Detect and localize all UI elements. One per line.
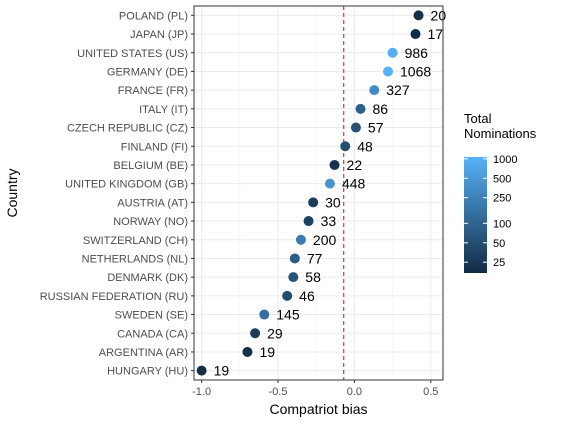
- point-label: 327: [386, 82, 410, 98]
- legend-break-label: 1000: [493, 154, 517, 166]
- point-label: 986: [405, 45, 429, 61]
- y-tick-label: AUSTRIA (AT): [117, 197, 188, 209]
- y-tick-label: BELGIUM (BE): [113, 160, 188, 172]
- y-tick-label: HUNGARY (HU): [107, 366, 188, 378]
- point-label: 86: [373, 101, 389, 117]
- data-point: [296, 235, 306, 245]
- data-point: [290, 253, 300, 263]
- x-tick-label: -1.0: [192, 386, 211, 398]
- y-tick-label: SWITZERLAND (CH): [83, 235, 188, 247]
- legend-colorbar: [464, 157, 487, 273]
- point-label: 57: [368, 120, 384, 136]
- point-label: 30: [325, 194, 341, 210]
- data-point: [250, 328, 260, 338]
- y-tick-label: CZECH REPUBLIC (CZ): [67, 123, 188, 135]
- x-tick-label: -0.5: [269, 386, 288, 398]
- data-point: [197, 366, 207, 376]
- data-point: [356, 104, 366, 114]
- data-point: [330, 160, 340, 170]
- point-label: 77: [307, 250, 323, 266]
- y-tick-label: POLAND (PL): [119, 10, 188, 22]
- point-label: 19: [214, 363, 230, 379]
- legend-break-label: 50: [493, 238, 505, 250]
- y-tick-label: NORWAY (NO): [113, 216, 188, 228]
- data-point: [411, 29, 421, 39]
- legend-title-line-2: Nominations: [464, 126, 537, 141]
- legend-break-label: 500: [493, 173, 511, 185]
- x-tick-label: 0.0: [347, 386, 362, 398]
- y-tick-label: FINLAND (FI): [121, 141, 188, 153]
- point-label: 48: [357, 138, 373, 154]
- data-point: [308, 197, 318, 207]
- data-point: [325, 179, 335, 189]
- point-label: 145: [276, 307, 300, 323]
- data-point: [242, 347, 252, 357]
- data-point: [259, 310, 269, 320]
- y-tick-label: UNITED STATES (US): [77, 48, 188, 60]
- x-tick-label: 0.5: [423, 386, 438, 398]
- point-label: 200: [313, 232, 337, 248]
- legend-break-label: 250: [493, 193, 511, 205]
- y-tick-label: NETHERLANDS (NL): [82, 253, 188, 265]
- data-point: [304, 216, 314, 226]
- point-label: 22: [347, 157, 363, 173]
- y-tick-label: JAPAN (JP): [130, 29, 188, 41]
- y-tick-label: FRANCE (FR): [118, 85, 188, 97]
- y-tick-label: CANADA (CA): [117, 328, 188, 340]
- point-label: 58: [305, 269, 321, 285]
- point-label: 46: [299, 288, 315, 304]
- data-point: [388, 48, 398, 58]
- point-label: 448: [342, 176, 366, 192]
- x-axis: -1.0 -0.5 0.0 0.5: [192, 380, 438, 398]
- data-point: [340, 141, 350, 151]
- color-legend: Total Nominations 1000 500 250 100 50 25: [464, 111, 537, 273]
- plot-panel: [194, 6, 443, 380]
- y-tick-label: DENMARK (DK): [107, 272, 188, 284]
- point-label: 29: [267, 325, 283, 341]
- data-point: [369, 85, 379, 95]
- data-point: [383, 66, 393, 76]
- y-tick-label: ARGENTINA (AR): [99, 347, 188, 359]
- point-label: 20: [431, 7, 447, 23]
- data-point: [414, 10, 424, 20]
- data-point: [282, 291, 292, 301]
- x-axis-title: Compatriot bias: [269, 401, 367, 417]
- y-tick-label: RUSSIAN FEDERATION (RU): [40, 291, 188, 303]
- point-label: 1068: [400, 63, 431, 79]
- data-point: [288, 272, 298, 282]
- data-point: [351, 123, 361, 133]
- point-label: 19: [259, 344, 275, 360]
- point-label: 17: [428, 26, 444, 42]
- y-tick-label: ITALY (IT): [139, 104, 188, 116]
- legend-title-line-1: Total: [464, 111, 492, 126]
- point-label: 33: [321, 213, 337, 229]
- legend-break-label: 100: [493, 218, 511, 230]
- y-axis: POLAND (PL) JAPAN (JP) UNITED STATES (US) G…: [40, 10, 194, 377]
- y-axis-title: Country: [4, 168, 20, 217]
- legend-break-label: 25: [493, 257, 505, 269]
- y-tick-label: GERMANY (DE): [107, 66, 188, 78]
- y-tick-label: UNITED KINGDOM (GB): [65, 179, 188, 191]
- y-tick-label: SWEDEN (SE): [115, 310, 188, 322]
